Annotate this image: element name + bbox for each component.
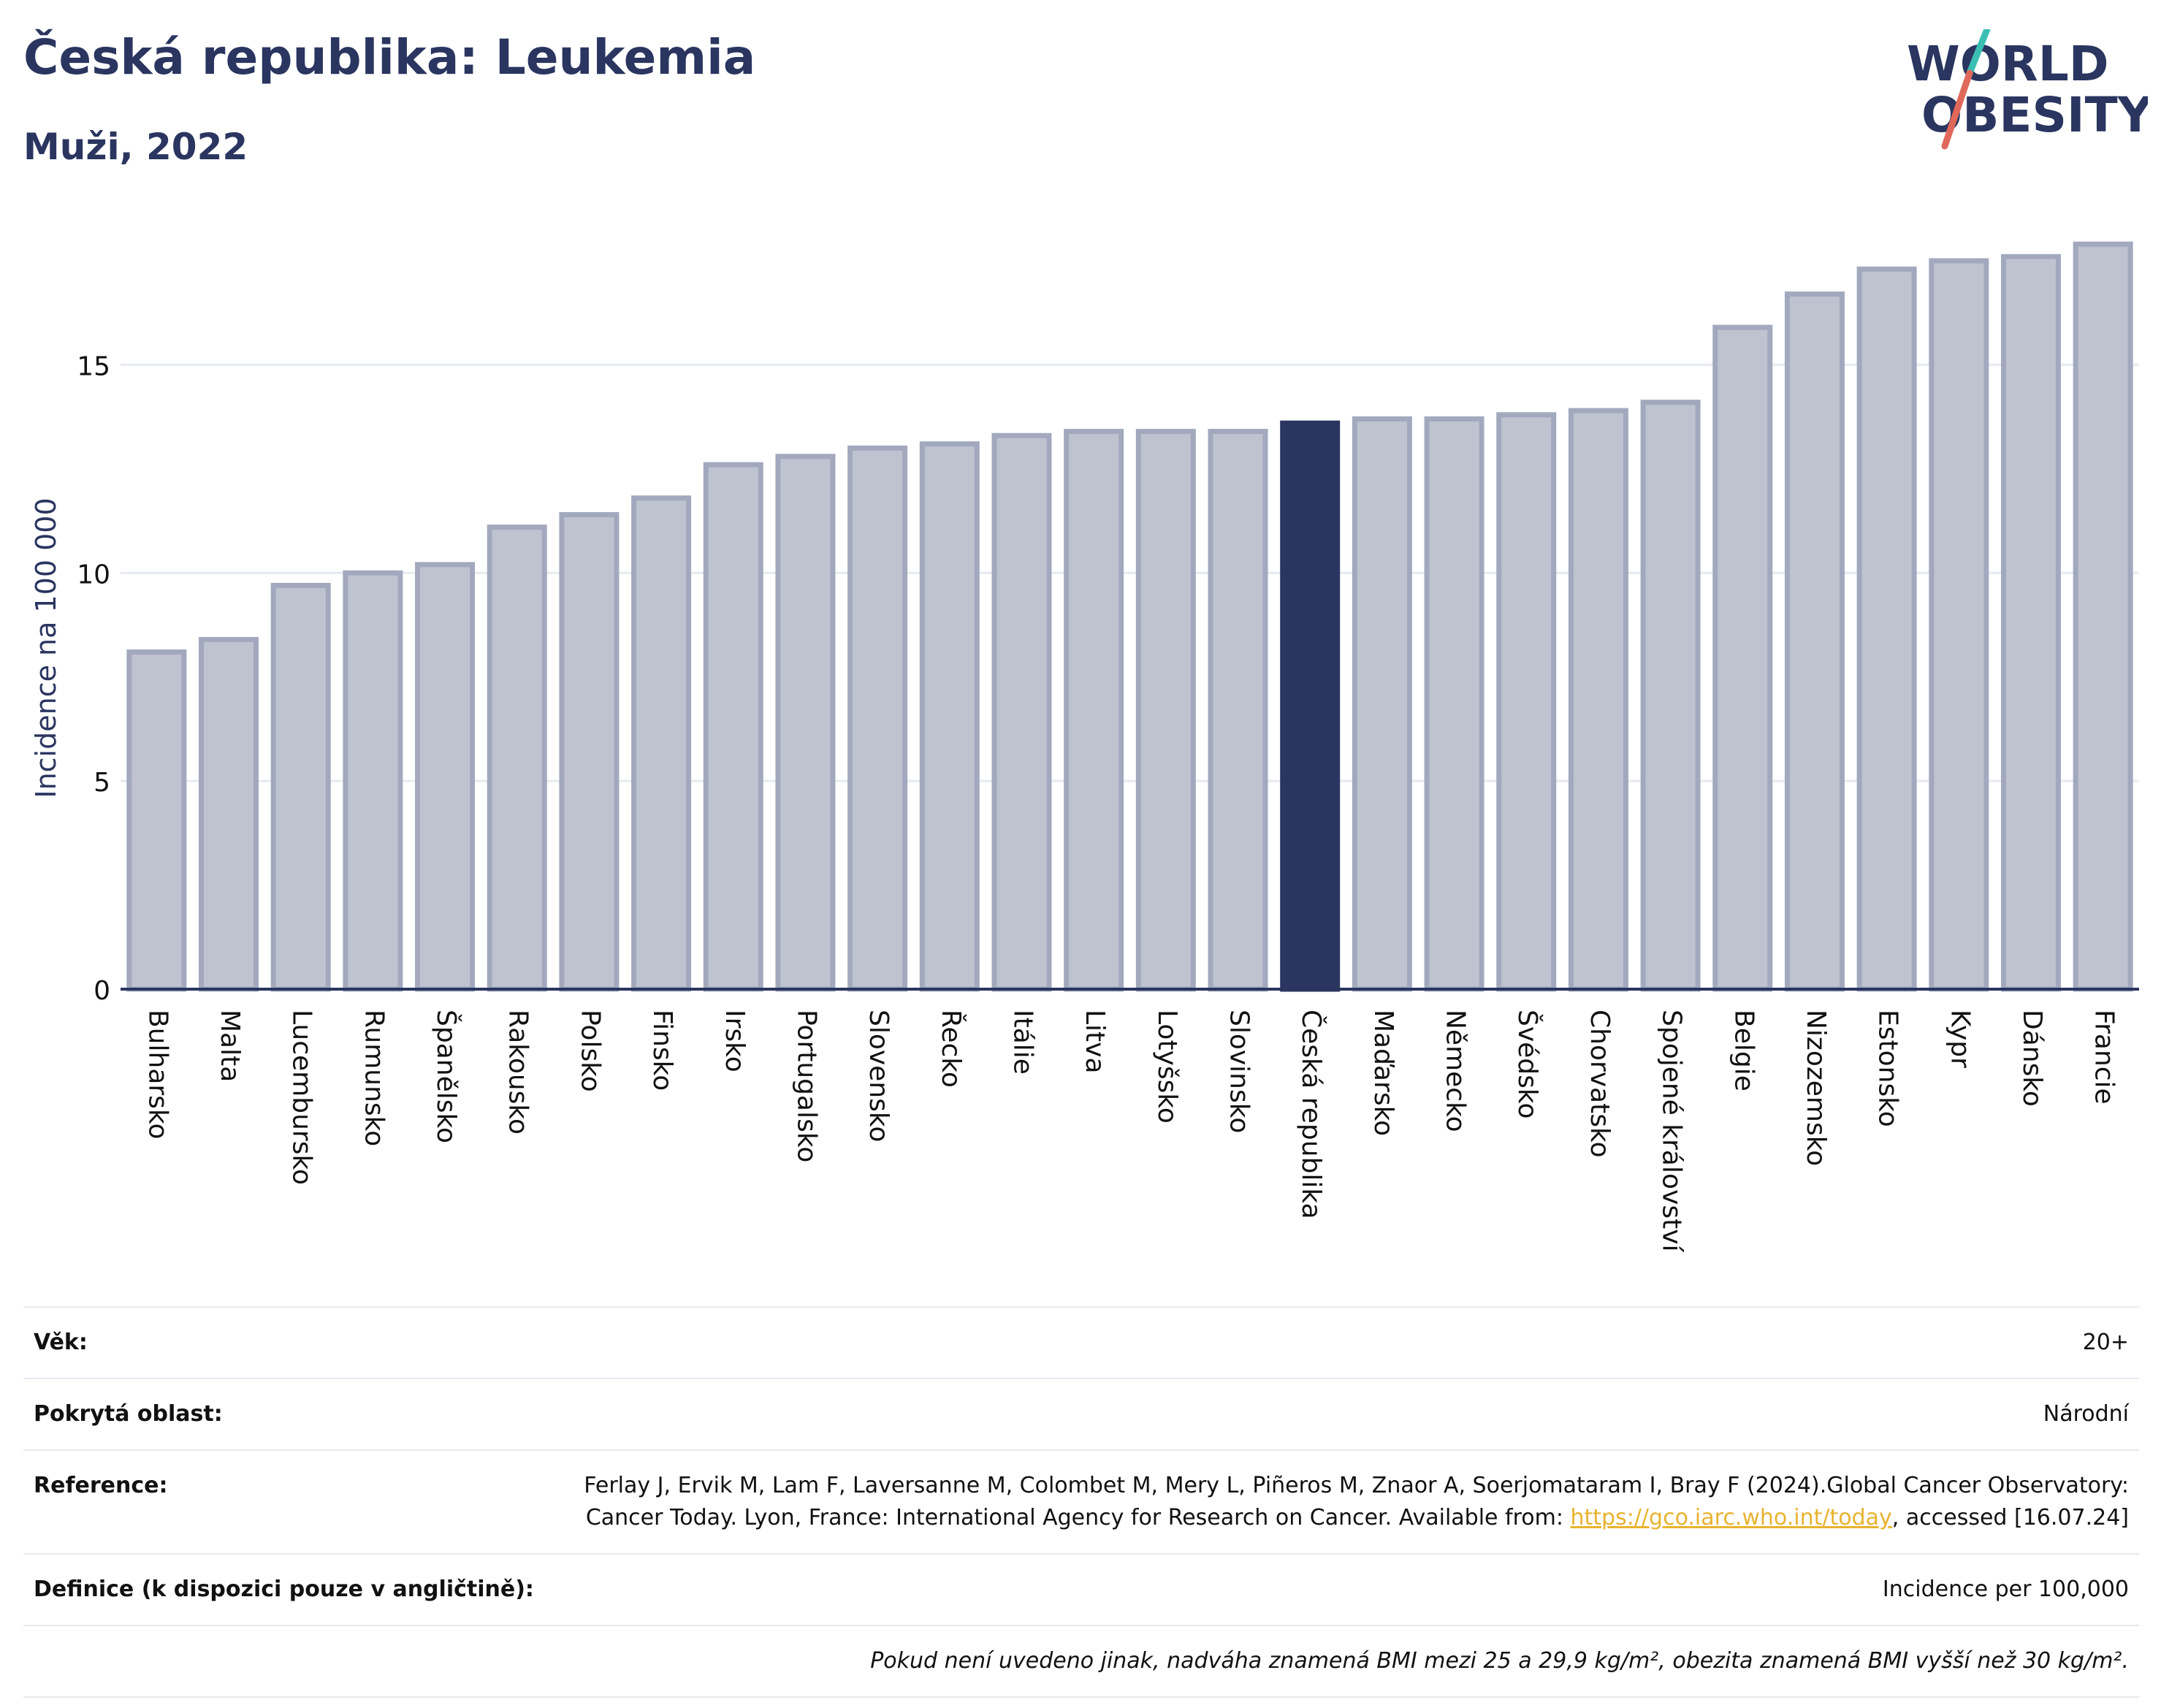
info-row-reference: Reference: Ferlay J, Ervik M, Lam F, Lav… [23, 1449, 2139, 1555]
info-table: Věk: 20+ Pokrytá oblast: Národní Referen… [23, 1306, 2139, 1698]
area-value: Národní [544, 1378, 2139, 1451]
x-tick-label: Bulharsko [142, 1010, 172, 1140]
x-tick-label: Slovensko [864, 1010, 893, 1143]
x-tick-label: Litva [1080, 1010, 1110, 1074]
logo-line-1: WORLD [1907, 36, 2109, 92]
x-tick-label: Maďarsko [1368, 1010, 1398, 1136]
x-tick-label: Německo [1441, 1010, 1471, 1132]
info-row-note: Pokud není uvedeno jinak, nadváha znamen… [23, 1625, 2139, 1698]
x-tick-label: Spojené království [1657, 1010, 1687, 1253]
axes: 0 5 10 15 [77, 351, 2139, 1006]
info-row-area: Pokrytá oblast: Národní [23, 1378, 2139, 1451]
world-obesity-logo: WORLD OBESITY [1907, 29, 2148, 150]
x-tick-label: Polsko [575, 1010, 605, 1092]
x-tick-label: Nizozemsko [1801, 1010, 1831, 1166]
bar [1496, 412, 1557, 992]
y-axis-label: Incidence na 100 000 [30, 497, 62, 798]
bar [1352, 416, 1412, 992]
x-tick-label: Francie [2089, 1010, 2119, 1105]
x-tick-label: Malta [215, 1010, 245, 1082]
x-tick-label: Rumunsko [359, 1010, 389, 1146]
definition-label: Definice (k dispozici pouze v angličtině… [23, 1553, 544, 1626]
definition-value: Incidence per 100,000 [544, 1553, 2139, 1626]
y-tick-label: 10 [77, 560, 110, 590]
bar [631, 495, 692, 992]
bar [1064, 429, 1124, 992]
logo-slash-red [1941, 69, 1973, 150]
bar [199, 636, 259, 992]
bar [2000, 253, 2061, 992]
x-tick-label: Rakousko [503, 1010, 533, 1135]
x-tick-label: Švédsko [1512, 1010, 1543, 1119]
bar [487, 525, 547, 992]
bar [1712, 324, 1773, 992]
bmi-note: Pokud není uvedeno jinak, nadváha znamen… [23, 1625, 2139, 1698]
reference-value: Ferlay J, Ervik M, Lam F, Laversanne M, … [544, 1449, 2139, 1555]
x-tick-label: Belgie [1729, 1010, 1758, 1091]
age-value: 20+ [544, 1306, 2139, 1379]
x-tick-label: Česká republika [1296, 1010, 1327, 1219]
x-tick-label: Chorvatsko [1585, 1010, 1615, 1158]
bar [1929, 258, 1989, 992]
bar [2073, 241, 2133, 992]
category-labels: Bulharsko Malta Lucembursko Rumunsko Španěls… [142, 1010, 2119, 1253]
bar [775, 454, 836, 992]
bar [270, 582, 331, 992]
bar [126, 649, 187, 992]
x-tick-label: Slovinsko [1224, 1010, 1254, 1133]
age-label: Věk: [23, 1306, 544, 1379]
bar [1135, 429, 1196, 992]
x-tick-label: Itálie [1007, 1010, 1037, 1075]
x-tick-label: Španělsko [431, 1010, 462, 1143]
bar [703, 462, 763, 992]
x-tick-label: Řecko [936, 1010, 967, 1088]
page-title: Česká republika: Leukemia [23, 29, 756, 85]
logo-slash-teal [1966, 29, 1991, 77]
bar [1856, 266, 1917, 992]
bar-highlight [1280, 420, 1341, 992]
x-tick-label: Dánsko [2017, 1010, 2047, 1107]
bar [1640, 400, 1701, 992]
bar [847, 445, 908, 992]
x-tick-label: Lucembursko [287, 1010, 317, 1185]
x-tick-label: Estonsko [1873, 1010, 1903, 1127]
bar [343, 570, 403, 992]
info-row-age: Věk: 20+ [23, 1306, 2139, 1379]
reference-label: Reference: [23, 1449, 544, 1555]
info-row-definition: Definice (k dispozici pouze v angličtině… [23, 1553, 2139, 1626]
x-tick-label: Kypr [1945, 1010, 1975, 1068]
bars [126, 241, 2133, 992]
bar [559, 512, 620, 992]
y-tick-label: 15 [77, 351, 110, 381]
bar [1568, 408, 1628, 992]
y-tick-label: 5 [94, 768, 110, 798]
area-label: Pokrytá oblast: [23, 1378, 544, 1451]
x-tick-label: Irsko [720, 1010, 750, 1072]
reference-link[interactable]: https://gco.iarc.who.int/today [1570, 1505, 1892, 1530]
bar [991, 432, 1052, 992]
bar [1424, 416, 1485, 992]
page-subtitle: Muži, 2022 [23, 126, 248, 168]
x-tick-label: Finsko [647, 1010, 677, 1091]
bar-chart: 0 5 10 15 Bulharsko Malta Lucembursko Rumunsko… [30, 241, 2139, 1253]
x-tick-label: Lotyšsko [1152, 1010, 1182, 1124]
x-tick-label: Portugalsko [791, 1010, 821, 1162]
bar [415, 562, 476, 992]
reference-text-1: Ferlay J, Ervik M, Lam F, Laversanne M, … [584, 1473, 2129, 1530]
reference-text-2: , accessed [16.07.24] [1891, 1505, 2129, 1530]
bar [1208, 429, 1268, 992]
y-tick-label: 0 [94, 976, 110, 1006]
bar [1784, 291, 1845, 992]
bar [919, 441, 980, 992]
